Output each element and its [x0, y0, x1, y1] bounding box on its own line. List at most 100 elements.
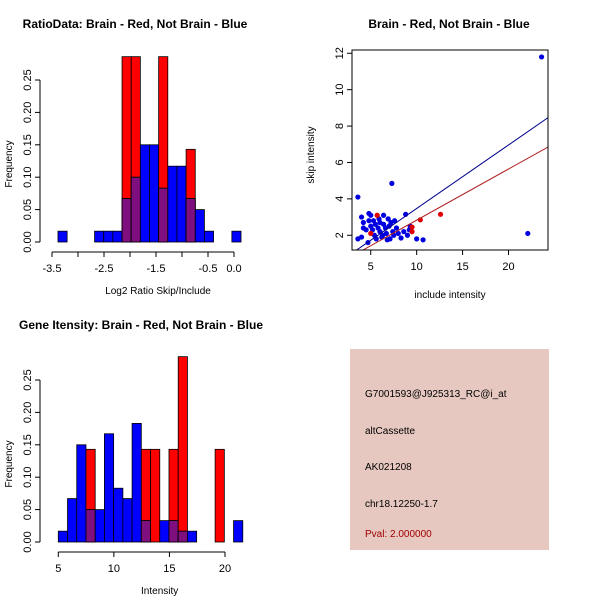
scatter-point-not-brain	[392, 218, 398, 224]
scatter-point-not-brain	[366, 218, 372, 224]
ratio-bar-not-brain	[194, 209, 205, 243]
ratio-x-tick-label: 0.0	[226, 263, 241, 275]
intensity-bar-not-brain	[187, 530, 198, 543]
scatter-y-tick-label: 10	[334, 84, 346, 96]
intensity-y-tick-label: 0.05	[22, 499, 34, 520]
scatter-point-not-brain	[380, 232, 386, 238]
ratio-y-tick-label: 0.10	[22, 166, 34, 187]
intensity-y-label: Frequency	[4, 440, 15, 487]
intensity-x-tick-label: 20	[219, 563, 231, 575]
ratio-bar-not-brain	[231, 230, 242, 243]
scatter-point-not-brain	[380, 212, 387, 218]
ratio-bar-not-brain	[149, 144, 160, 243]
scatter-point-not-brain	[395, 230, 401, 237]
intensity-bar-not-brain	[113, 487, 124, 543]
intensity-bar-not-brain	[76, 444, 87, 543]
scatter-point-not-brain	[389, 180, 395, 186]
genomic-location: chr18.12250-1.7	[365, 499, 438, 510]
ratio-bar-not-brain	[57, 230, 68, 243]
ratio-title: RatioData: Brain - Red, Not Brain - Blue	[23, 17, 248, 31]
scatter-point-brain	[409, 224, 415, 230]
scatter-y-label: skip intensity	[306, 126, 317, 183]
pval: Pval: 2.000000	[365, 529, 432, 540]
scatter-point-not-brain	[370, 218, 377, 224]
ratio-bar-overlap	[185, 198, 196, 243]
intensity-y-tick-label: 0.20	[22, 402, 34, 423]
ratio-y-tick-label: 0.20	[22, 102, 34, 123]
intensity-bar-brain	[150, 448, 161, 543]
scatter-x-tick-label: 20	[502, 261, 514, 273]
scatter-point-not-brain	[360, 219, 366, 226]
intensity-x-tick-label: 10	[108, 563, 120, 575]
intensity-x-tick-label: 15	[163, 563, 175, 575]
scatter-y-tick-label: 8	[334, 123, 346, 129]
scatter-point-not-brain	[401, 229, 407, 235]
ratio-x-tick-label: -2.5	[95, 263, 114, 275]
ratio-bar-not-brain	[94, 230, 105, 243]
intensity-bar-overlap	[85, 509, 96, 543]
scatter-point-not-brain	[387, 236, 393, 242]
ratio-x-tick-label: -1.5	[147, 263, 166, 275]
intensity-scatterplot: 5 10 15 20 2 4 6 8 10 12 include intensity skip int…	[306, 47, 549, 301]
info-panel-background	[350, 349, 549, 550]
intensity-bar-not-brain	[233, 520, 244, 543]
scatter-point-not-brain	[404, 232, 411, 238]
scatter-x-tick-label: 10	[411, 261, 423, 273]
scatter-point-not-brain	[373, 236, 379, 242]
scatter-point-brain	[437, 211, 444, 217]
intensity-bar-not-brain	[57, 530, 68, 543]
intensity-y-tick-label: 0.00	[22, 531, 34, 552]
ratio-x-tick-label: -3.5	[43, 263, 62, 275]
probe-id: G7001593@J925313_RC@i_at	[365, 389, 507, 400]
scatter-point-not-brain	[414, 236, 420, 242]
intensity-histogram: 5 10 15 20 0.00 0.05 0.10 0.15 0.20 0.25 Intensity…	[4, 356, 244, 597]
intensity-bar-not-brain	[104, 433, 115, 543]
ratio-bar-overlap	[121, 198, 132, 243]
intensity-bar-overlap	[168, 520, 179, 543]
info-panel: G7001593@J925313_RC@i_at altCassette AK0…	[350, 349, 549, 550]
ratio-bar-not-brain	[167, 165, 178, 243]
scatter-y-tick-label: 12	[334, 47, 346, 59]
ratio-bar-overlap	[158, 187, 169, 243]
ratio-bar-not-brain	[112, 230, 123, 243]
intensity-title: Gene Itensity: Brain - Red, Not Brain - …	[19, 318, 263, 332]
scatter-point-not-brain	[385, 216, 391, 222]
scatter-y-tick-label: 2	[334, 232, 346, 238]
intensity-bar-overlap	[140, 520, 151, 543]
scatter-plot-area	[355, 54, 548, 250]
ratio-y-tick-label: 0.15	[22, 134, 34, 155]
ratio-y-tick-label: 0.00	[22, 231, 34, 252]
ratio-y-label: Frequency	[4, 140, 15, 187]
scatter-title: Brain - Red, Not Brain - Blue	[368, 17, 530, 31]
ratio-histogram: -3.5 -2.5 -1.5 -0.5 0.0 0.00 0.05 0.10 0.15 0.20 0…	[4, 56, 242, 297]
event-type: altCassette	[365, 426, 415, 437]
scatter-x-label: include intensity	[414, 290, 485, 301]
scatter-box	[351, 49, 549, 251]
ratio-bar-overlap	[130, 176, 141, 243]
intensity-bar-not-brain	[122, 498, 133, 543]
scatter-point-not-brain	[358, 234, 365, 240]
scatter-y-tick-label: 6	[334, 159, 346, 165]
ratio-x-label: Log2 Ratio Skip/Include	[105, 286, 211, 297]
scatter-point-brain	[368, 230, 374, 237]
ratio-y-tick-label: 0.05	[22, 199, 34, 220]
intensity-x-label: Intensity	[141, 586, 178, 597]
intensity-y-tick-label: 0.25	[22, 369, 34, 390]
regression-line-not-brain	[355, 117, 548, 250]
intensity-bar-brain	[214, 448, 225, 543]
intensity-y-tick-label: 0.10	[22, 466, 34, 487]
scatter-y-tick-label: 4	[334, 196, 346, 202]
ratio-bar-not-brain	[103, 230, 114, 243]
scatter-point-not-brain	[393, 225, 400, 231]
scatter-point-not-brain	[355, 194, 361, 200]
scatter-point-not-brain	[420, 237, 426, 243]
scatter-point-not-brain	[525, 230, 531, 237]
intensity-x-tick-label: 5	[55, 563, 61, 575]
intensity-bar-not-brain	[94, 509, 105, 543]
ratio-y-tick-label: 0.25	[22, 69, 34, 90]
regression-line-brain	[362, 146, 548, 250]
scatter-point-not-brain	[538, 54, 545, 60]
scatter-point-brain	[374, 212, 380, 218]
